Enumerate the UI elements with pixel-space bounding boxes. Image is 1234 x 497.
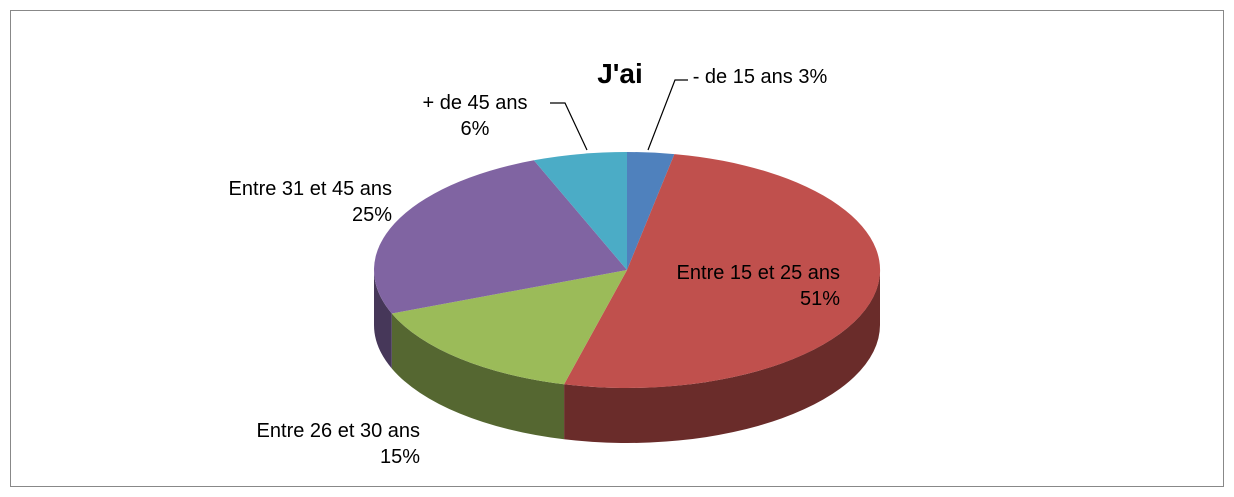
category-label: - de 15 ans [692, 66, 793, 88]
category-label: + de 45 ans [422, 92, 528, 114]
leader-line [550, 102, 588, 151]
leader-line [647, 79, 688, 151]
slice-side [374, 270, 392, 369]
data-label: Entre 15 et 25 ans 51% [652, 260, 840, 312]
value-label: 6% [460, 118, 490, 140]
slice [374, 160, 627, 314]
data-label: + de 45 ans 6% [414, 90, 536, 142]
slice [533, 152, 627, 270]
slice [627, 152, 675, 270]
data-label: Entre 26 et 30 ans 15% [230, 418, 420, 470]
chart-title: J'ai [597, 58, 643, 89]
slice-side [391, 313, 565, 440]
value-label: 25% [351, 204, 392, 226]
category-label: Entre 15 et 25 ans [676, 262, 840, 284]
slice-side [564, 270, 880, 443]
data-label: - de 15 ans 3% [690, 64, 830, 90]
value-label: 3% [798, 66, 828, 88]
data-label: Entre 31 et 45 ans 25% [202, 176, 392, 228]
pie-tops [374, 152, 881, 389]
value-label: 15% [379, 446, 420, 468]
slice [391, 270, 627, 385]
value-label: 51% [799, 288, 840, 310]
slice [564, 154, 881, 389]
pie-sides [374, 270, 880, 443]
category-label: Entre 26 et 30 ans [256, 420, 420, 442]
category-label: Entre 31 et 45 ans [228, 178, 392, 200]
